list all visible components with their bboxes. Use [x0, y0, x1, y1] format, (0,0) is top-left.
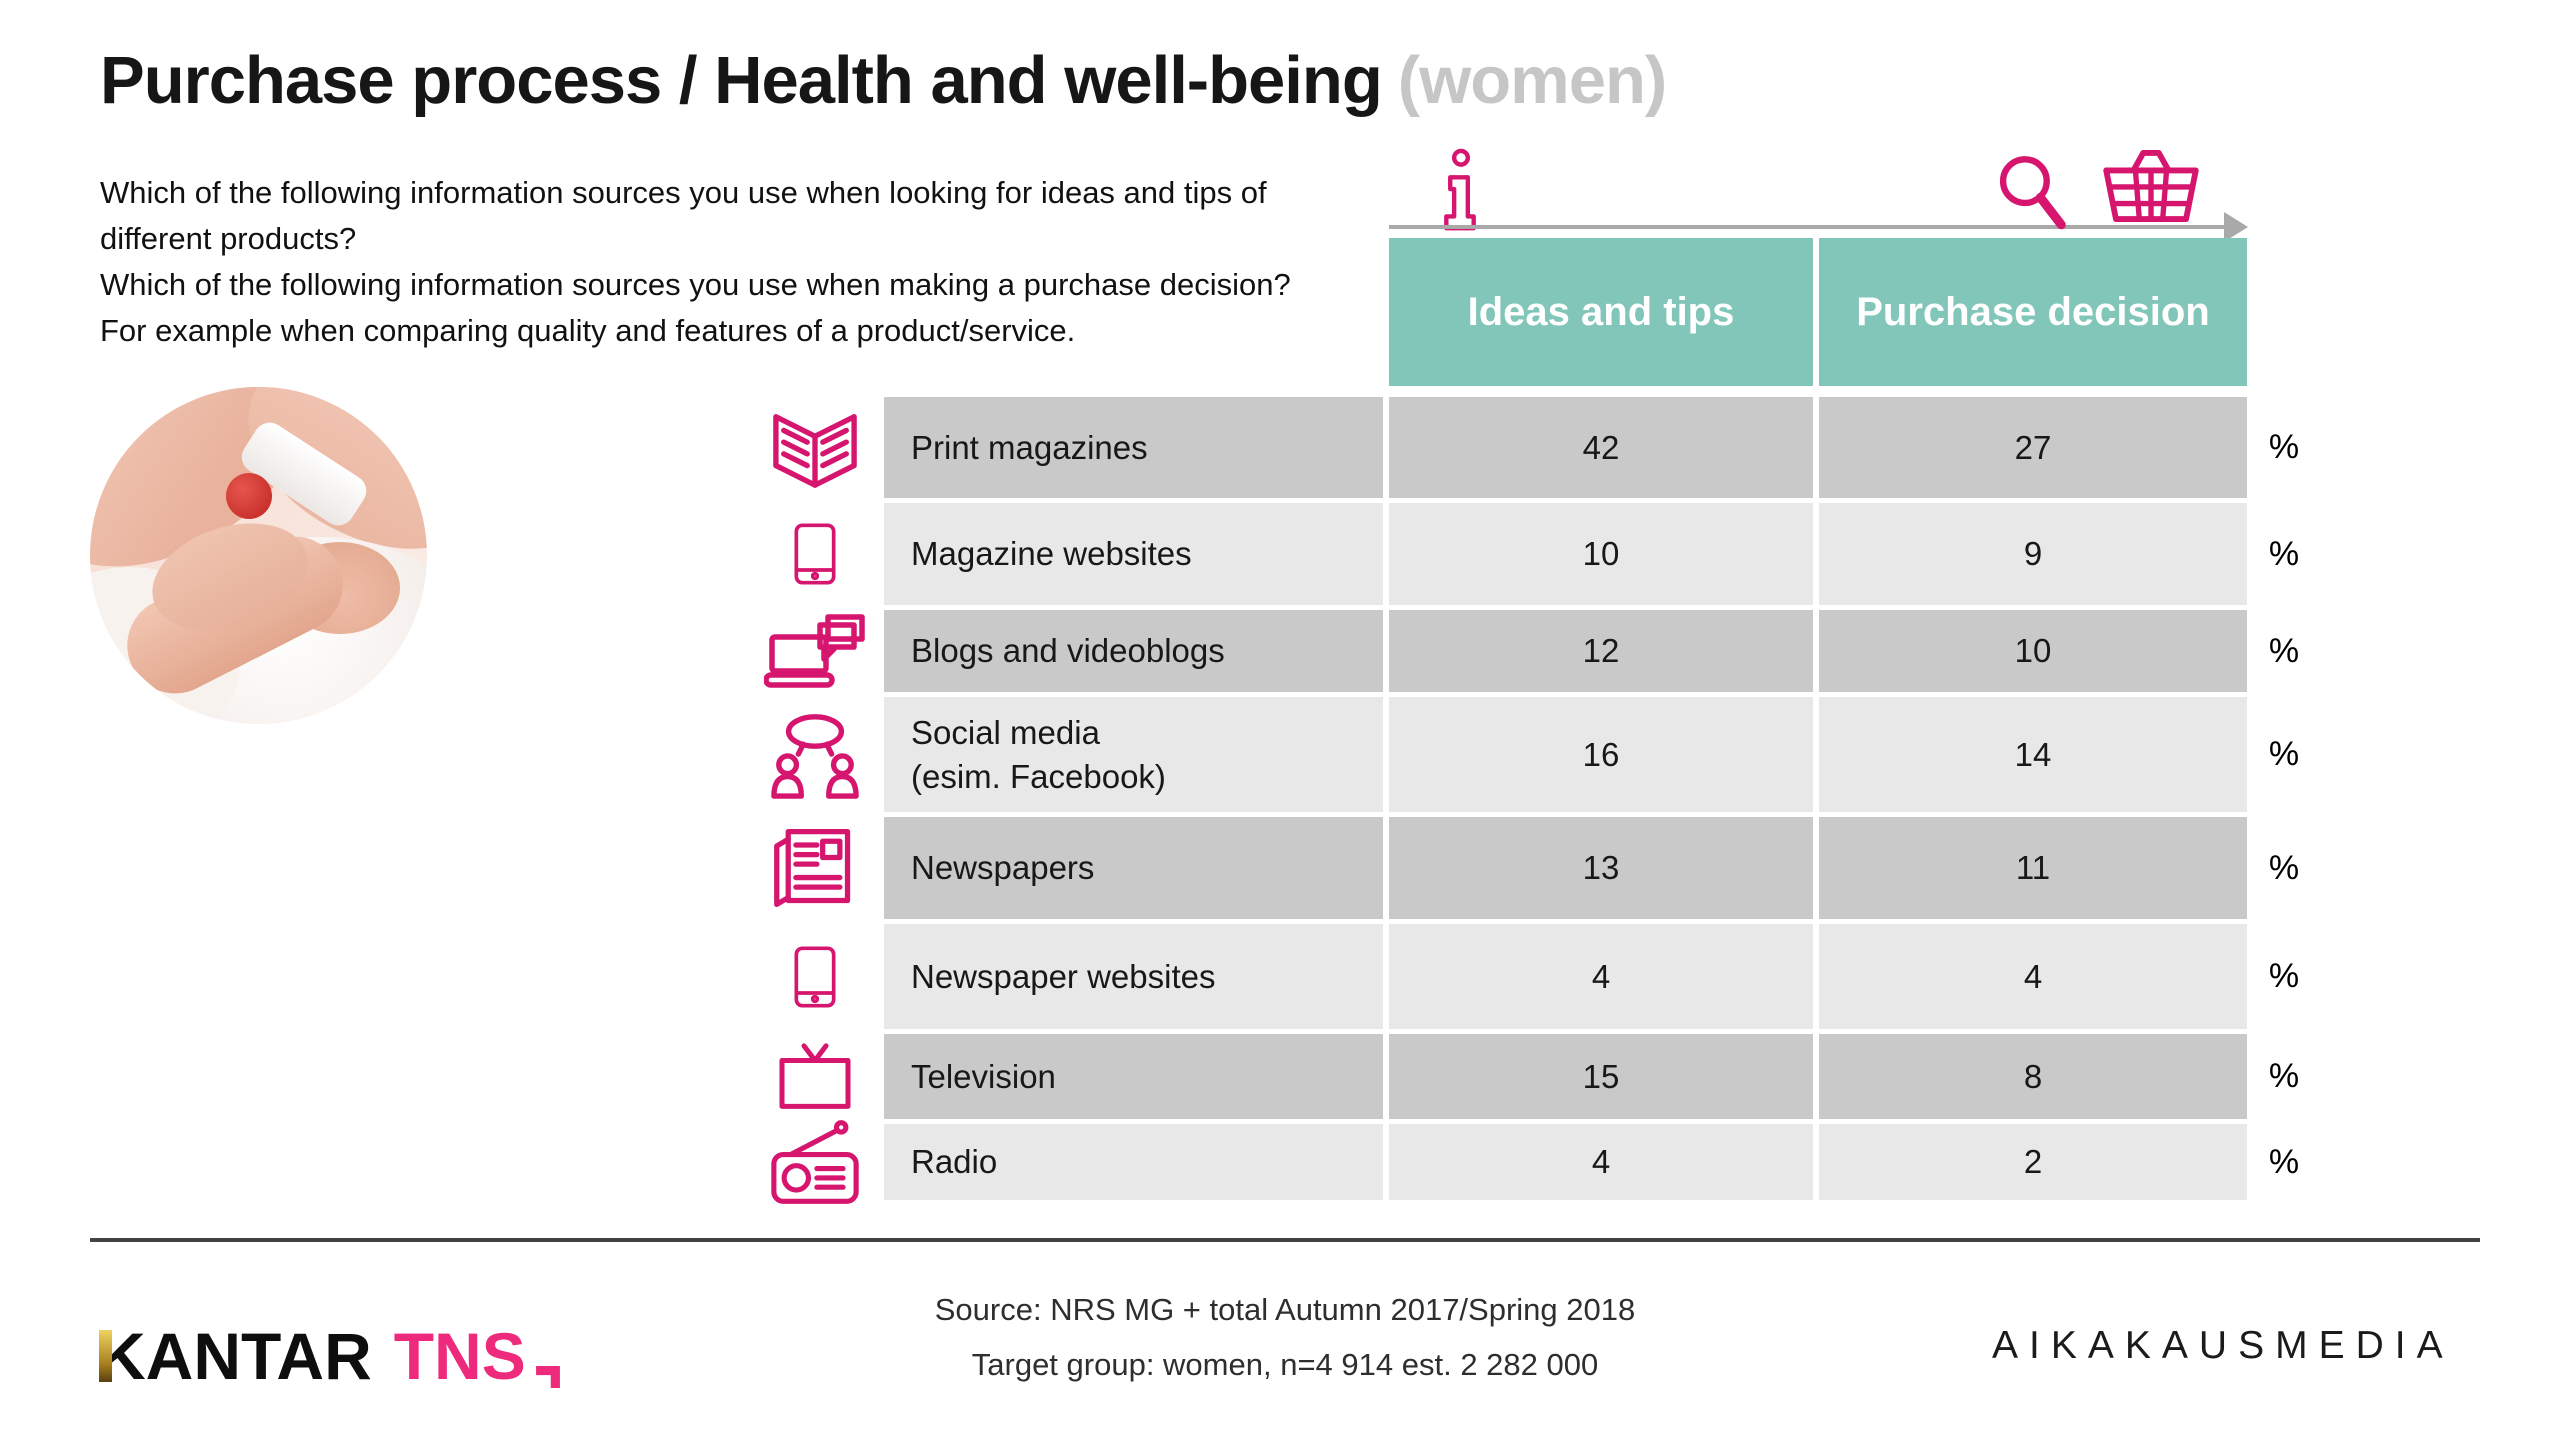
table-row: Magazine websites 10 9 %	[745, 503, 2321, 605]
row-label: Newspapers	[884, 817, 1383, 919]
row-icon-cell	[745, 697, 884, 812]
source-note: Source: NRS MG + total Autumn 2017/Sprin…	[915, 1282, 1655, 1392]
tablet-icon	[783, 507, 847, 601]
row-value-ideas: 4	[1389, 924, 1813, 1029]
footer-divider	[90, 1238, 2480, 1242]
row-value-ideas: 4	[1389, 1124, 1813, 1200]
table-row: Social media (esim. Facebook) 16 14 %	[745, 697, 2321, 812]
row-value-ideas: 10	[1389, 503, 1813, 605]
social-media-icon	[766, 710, 864, 800]
source-line-1: Source: NRS MG + total Autumn 2017/Sprin…	[934, 1292, 1636, 1327]
row-value-ideas: 12	[1389, 610, 1813, 692]
survey-questions: Which of the following information sourc…	[100, 170, 1291, 354]
page-title-main: Purchase process / Health and well-being	[100, 43, 1383, 118]
row-value-purchase: 14	[1819, 697, 2247, 812]
page-title-suffix: (women)	[1397, 43, 1667, 118]
question-1-line-2: different products?	[100, 221, 357, 256]
row-label: Newspaper websites	[884, 924, 1383, 1029]
table-row: Radio 4 2 %	[745, 1124, 2321, 1200]
kantar-wordmark: KANTAR	[98, 1319, 372, 1393]
column-header-purchase-decision: Purchase decision	[1819, 238, 2247, 386]
table-row: Newspaper websites 4 4 %	[745, 924, 2321, 1029]
row-icon-cell	[745, 1034, 884, 1119]
row-icon-cell	[745, 610, 884, 692]
row-label: Television	[884, 1034, 1383, 1119]
info-icon	[1441, 148, 1479, 234]
process-arrow-head	[2224, 212, 2248, 242]
newspaper-icon	[769, 824, 861, 912]
radio-icon	[768, 1119, 862, 1205]
table-row: Blogs and videoblogs 12 10 %	[745, 610, 2321, 692]
kantar-tns-logo: KANTAR TNS	[98, 1318, 560, 1394]
row-unit: %	[2247, 397, 2321, 498]
page-title: Purchase process / Health and well-being…	[100, 42, 1667, 119]
kantar-gold-bar	[99, 1330, 112, 1382]
row-unit: %	[2247, 697, 2321, 812]
source-line-2: Target group: women, n=4 914 est. 2 282 …	[971, 1347, 1599, 1382]
shopping-basket-icon	[2100, 149, 2202, 223]
column-header-ideas-and-tips: Ideas and tips	[1389, 238, 1813, 386]
row-label: Magazine websites	[884, 503, 1383, 605]
row-value-purchase: 11	[1819, 817, 2247, 919]
row-icon-cell	[745, 397, 884, 498]
row-unit: %	[2247, 1034, 2321, 1119]
process-arrow-line	[1389, 225, 2227, 229]
aikakausmedia-logo: AIKAKAUSMEDIA	[1992, 1324, 2454, 1367]
row-value-ideas: 42	[1389, 397, 1813, 498]
row-value-purchase: 9	[1819, 503, 2247, 605]
row-value-ideas: 13	[1389, 817, 1813, 919]
photo-foot-cream	[90, 387, 427, 724]
laptop-blog-icon	[764, 611, 866, 691]
row-value-ideas: 16	[1389, 697, 1813, 812]
photo-tube-cap	[226, 473, 272, 519]
row-value-purchase: 27	[1819, 397, 2247, 498]
row-icon-cell	[745, 817, 884, 919]
row-unit: %	[2247, 817, 2321, 919]
row-value-purchase: 10	[1819, 610, 2247, 692]
row-label: Blogs and videoblogs	[884, 610, 1383, 692]
row-icon-cell	[745, 503, 884, 605]
row-label: Print magazines	[884, 397, 1383, 498]
tns-wordmark: TNS	[393, 1319, 526, 1393]
row-unit: %	[2247, 1124, 2321, 1200]
tns-flag-icon	[535, 1366, 560, 1388]
row-value-ideas: 15	[1389, 1034, 1813, 1119]
row-icon-cell	[745, 924, 884, 1029]
row-value-purchase: 8	[1819, 1034, 2247, 1119]
question-2-line-2: For example when comparing quality and f…	[100, 313, 1076, 348]
row-label: Social media (esim. Facebook)	[884, 697, 1383, 812]
tablet-icon	[783, 930, 847, 1024]
question-1-line-1: Which of the following information sourc…	[100, 175, 1267, 210]
search-icon	[1994, 150, 2074, 234]
row-icon-cell	[745, 1124, 884, 1200]
table-row: Television 15 8 %	[745, 1034, 2321, 1119]
row-unit: %	[2247, 924, 2321, 1029]
tv-icon	[771, 1041, 859, 1113]
row-unit: %	[2247, 503, 2321, 605]
row-value-purchase: 4	[1819, 924, 2247, 1029]
row-unit: %	[2247, 610, 2321, 692]
row-label: Radio	[884, 1124, 1383, 1200]
table-row: Newspapers 13 11 %	[745, 817, 2321, 919]
table-row: Print magazines 42 27 %	[745, 397, 2321, 498]
magazine-icon	[767, 405, 863, 491]
row-value-purchase: 2	[1819, 1124, 2247, 1200]
question-2-line-1: Which of the following information sourc…	[100, 267, 1291, 302]
